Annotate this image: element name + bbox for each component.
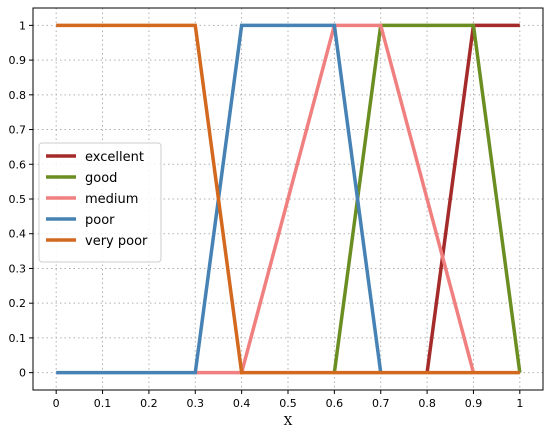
x-tick-label: 0.7 [372,397,390,410]
x-axis: 0 0.1 0.2 0.3 0.4 0.5 0.6 0.7 0.8 0.9 1 [53,390,523,410]
x-tick-label: 0.1 [94,397,112,410]
legend-label: good [85,171,117,186]
x-tick-label: 0.2 [140,397,158,410]
y-axis: 0 0.1 0.2 0.3 0.4 0.5 0.6 0.7 0.8 0.9 1 [9,19,33,380]
x-tick-label: 0.9 [465,397,483,410]
y-tick-label: 0.3 [9,262,27,275]
legend-label: very poor [85,234,148,249]
y-tick-label: 0.7 [9,124,27,137]
x-tick-label: 1 [516,397,523,410]
grid [33,8,543,390]
y-tick-label: 0.9 [9,54,27,67]
y-tick-label: 0.1 [9,332,27,345]
x-tick-label: 0.3 [187,397,205,410]
y-tick-label: 0.8 [9,89,27,102]
x-tick-label: 0.8 [418,397,436,410]
x-tick-label: 0.4 [233,397,251,410]
series-line-poor [56,23,383,375]
legend-label: medium [85,192,138,207]
legend-box [38,142,162,263]
x-tick-label: 0.6 [326,397,344,410]
y-tick-label: 0.2 [9,297,27,310]
series-layer [56,23,522,375]
series-line-very-poor [56,23,520,375]
x-tick-label: 0 [53,397,60,410]
x-tick-label: 0.5 [279,397,297,410]
legend: excellent good medium poor very poor [38,142,162,263]
x-axis-label: X [284,414,293,428]
legend-label: poor [85,213,115,228]
y-tick-label: 0.6 [9,158,27,171]
y-tick-label: 0.5 [9,193,27,206]
legend-label: excellent [85,150,144,165]
y-tick-label: 1 [19,19,26,32]
y-tick-label: 0 [19,367,26,380]
y-tick-label: 0.4 [9,228,27,241]
